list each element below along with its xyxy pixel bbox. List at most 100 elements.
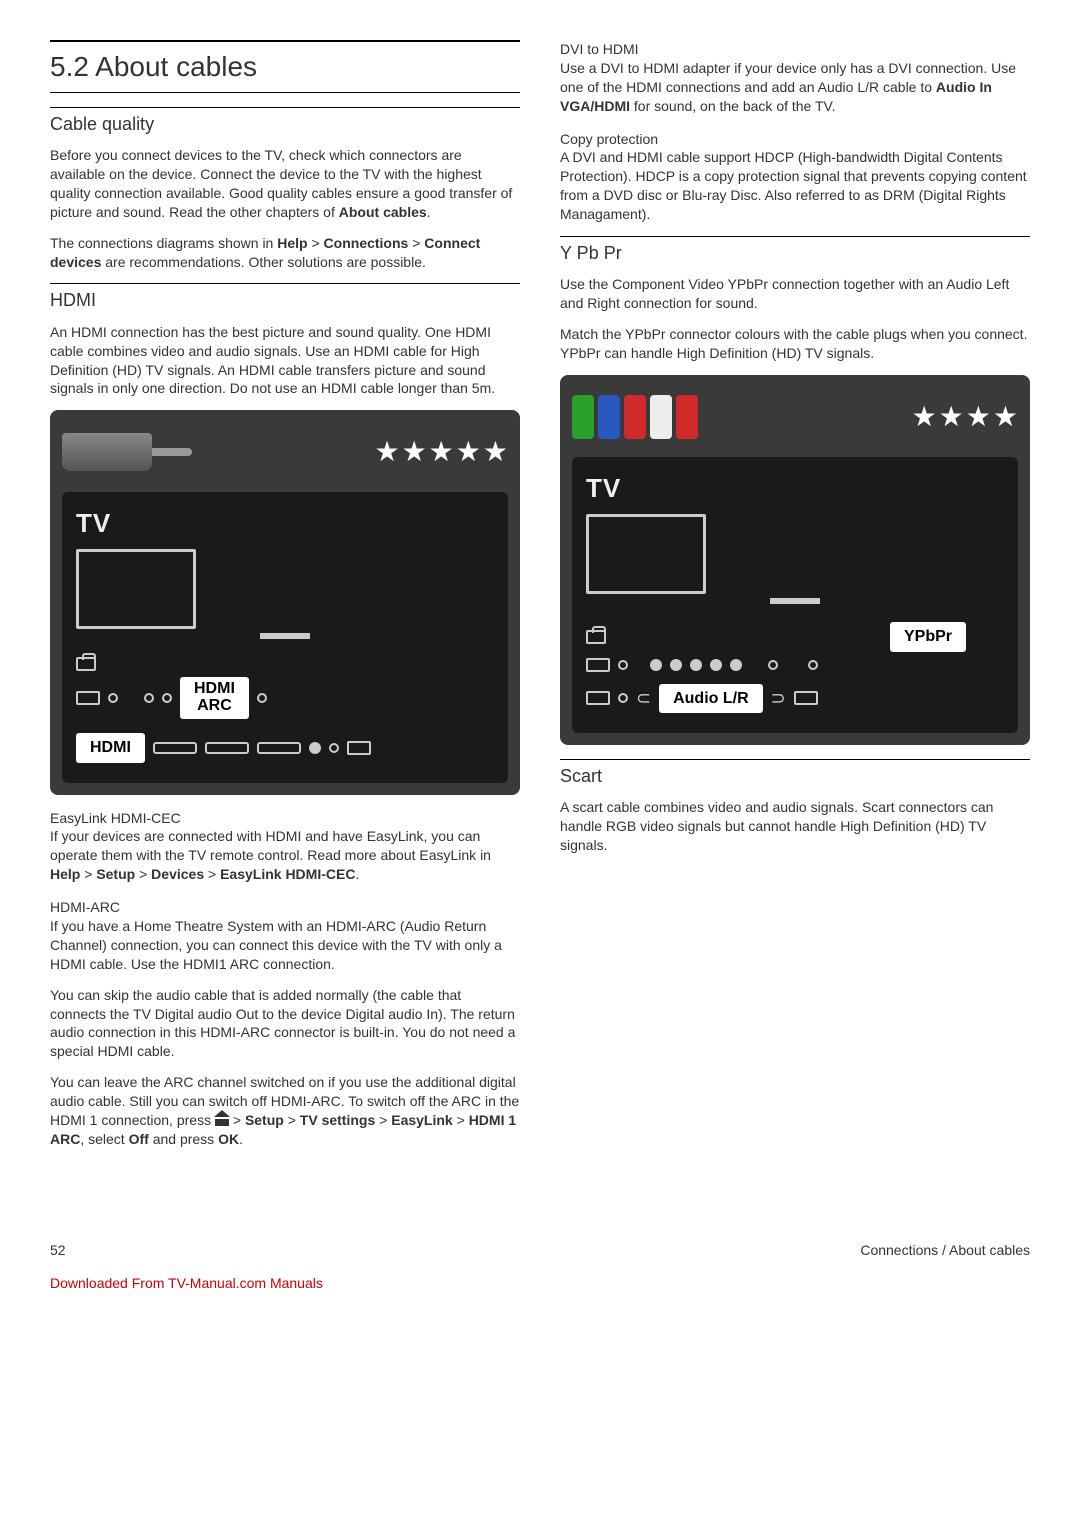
text-bold: EasyLink HDMI-CEC	[220, 866, 355, 882]
heading-scart: Scart	[560, 759, 1030, 788]
para-cable-quality-1: Before you connect devices to the TV, ch…	[50, 146, 520, 222]
plug-icon	[572, 395, 594, 439]
port-icon	[618, 660, 628, 670]
port-icon	[76, 691, 100, 705]
plug-icon	[598, 395, 620, 439]
port-icon	[586, 691, 610, 705]
port-label-hdmi: HDMI	[76, 733, 145, 763]
port-icon	[257, 693, 267, 703]
star-icon: ★	[429, 433, 454, 471]
port-label-audio-lr: Audio L/R	[659, 684, 763, 714]
text: are recommendations. Other solutions are…	[101, 254, 426, 270]
port-icon	[618, 693, 628, 703]
port-icon	[586, 630, 606, 644]
text: >	[204, 866, 220, 882]
port-icon	[76, 657, 96, 671]
star-icon: ★	[939, 398, 964, 436]
port-icon	[710, 659, 722, 671]
download-link[interactable]: Downloaded From TV-Manual.com Manuals	[50, 1274, 1030, 1293]
text-bold: Devices	[151, 866, 204, 882]
para-cable-quality-2: The connections diagrams shown in Help >…	[50, 234, 520, 272]
port-icon	[162, 693, 172, 703]
para-arc-3: You can leave the ARC channel switched o…	[50, 1073, 520, 1149]
port-icon	[108, 693, 118, 703]
port-icon	[257, 742, 301, 754]
text: The connections diagrams shown in	[50, 235, 277, 251]
text-bold: Help	[50, 866, 80, 882]
text-bold: Off	[129, 1131, 149, 1147]
port-icon	[205, 742, 249, 754]
text: Before you connect devices to the TV, ch…	[50, 147, 512, 220]
rating-stars: ★ ★ ★ ★ ★	[374, 433, 508, 471]
port-icon: ⊂	[636, 686, 651, 710]
text: >	[375, 1112, 391, 1128]
text: >	[453, 1112, 469, 1128]
tv-label: TV	[76, 506, 494, 541]
port-icon	[690, 659, 702, 671]
para-copy: A DVI and HDMI cable support HDCP (High-…	[560, 148, 1030, 224]
tv-screen-icon	[76, 549, 196, 629]
text-bold: Help	[277, 235, 307, 251]
heading-cable-quality: Cable quality	[50, 107, 520, 136]
port-icon	[730, 659, 742, 671]
text: , select	[80, 1131, 128, 1147]
port-icon	[808, 660, 818, 670]
para-easylink: If your devices are connected with HDMI …	[50, 827, 520, 884]
port-icon: ⊃	[771, 686, 786, 710]
para-ypbpr-1: Use the Component Video YPbPr connection…	[560, 275, 1030, 313]
text: >	[135, 866, 151, 882]
heading-hdmi-arc: HDMI-ARC	[50, 898, 520, 917]
para-hdmi: An HDMI connection has the best picture …	[50, 323, 520, 399]
plug-icon	[676, 395, 698, 439]
home-icon	[215, 1114, 229, 1126]
heading-copy-protection: Copy protection	[560, 130, 1030, 149]
para-arc-2: You can skip the audio cable that is add…	[50, 986, 520, 1062]
star-icon: ★	[966, 398, 991, 436]
heading-hdmi: HDMI	[50, 283, 520, 312]
text-bold: About cables	[339, 204, 427, 220]
star-icon: ★	[993, 398, 1018, 436]
tv-stand-icon	[770, 598, 820, 604]
port-icon	[347, 741, 371, 755]
text-bold: OK	[218, 1131, 239, 1147]
plug-icon	[624, 395, 646, 439]
tv-panel: TV YPbPr	[572, 457, 1018, 733]
heading-easylink: EasyLink HDMI-CEC	[50, 809, 520, 828]
text: >	[284, 1112, 300, 1128]
port-icon	[153, 742, 197, 754]
para-arc-1: If you have a Home Theatre System with a…	[50, 917, 520, 974]
text-bold: Setup	[96, 866, 135, 882]
heading-dvi: DVI to HDMI	[560, 40, 1030, 59]
text-bold: Connections	[324, 235, 409, 251]
tv-panel: TV HDMI ARC	[62, 492, 508, 782]
text: .	[239, 1131, 243, 1147]
page-number: 52	[50, 1241, 66, 1260]
text: >	[308, 235, 324, 251]
star-icon: ★	[456, 433, 481, 471]
tv-screen-icon	[586, 514, 706, 594]
star-icon: ★	[912, 398, 937, 436]
text-bold: TV settings	[300, 1112, 375, 1128]
port-icon	[586, 658, 610, 672]
ypbpr-connector-icon	[572, 395, 698, 439]
tv-label: TV	[586, 471, 1004, 506]
port-icon	[329, 743, 339, 753]
port-icon	[670, 659, 682, 671]
text-bold: Setup	[245, 1112, 284, 1128]
footer-path: Connections / About cables	[860, 1241, 1030, 1260]
port-icon	[794, 691, 818, 705]
text-bold: EasyLink	[391, 1112, 452, 1128]
hdmi-connector-icon	[62, 433, 152, 471]
para-scart: A scart cable combines video and audio s…	[560, 798, 1030, 855]
plug-icon	[650, 395, 672, 439]
port-icon	[650, 659, 662, 671]
text: and press	[149, 1131, 218, 1147]
rating-stars: ★ ★ ★ ★	[912, 398, 1018, 436]
text: .	[355, 866, 359, 882]
text: >	[408, 235, 424, 251]
text: If your devices are connected with HDMI …	[50, 828, 491, 863]
figure-hdmi: ★ ★ ★ ★ ★ TV	[50, 410, 520, 794]
star-icon: ★	[374, 433, 399, 471]
figure-ypbpr: ★ ★ ★ ★ TV YPbPr	[560, 375, 1030, 745]
port-label-hdmi-arc: HDMI ARC	[180, 677, 249, 719]
